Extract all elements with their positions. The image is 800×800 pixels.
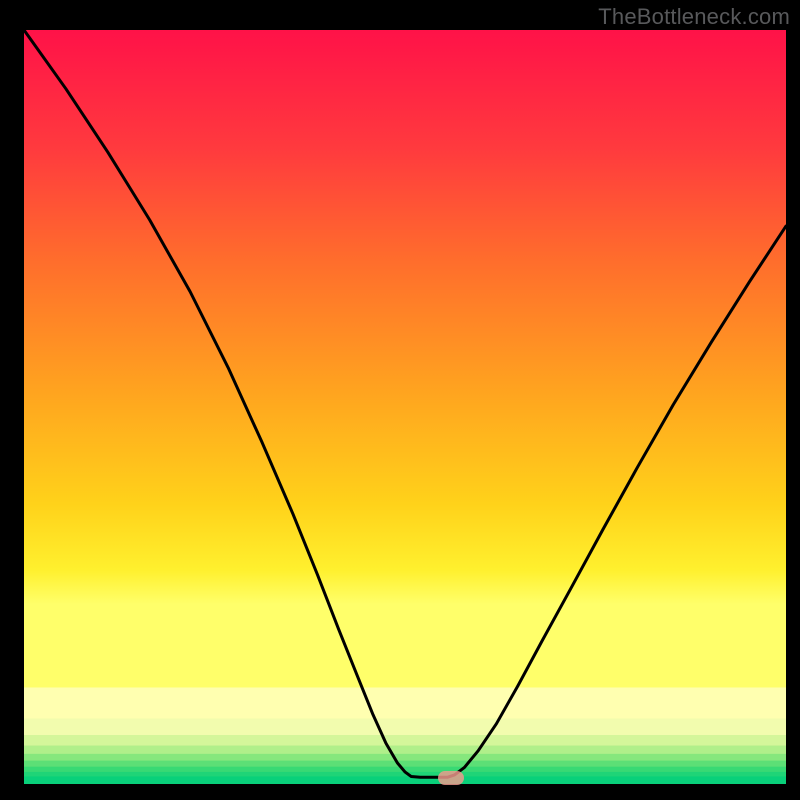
color-band: [24, 754, 786, 761]
color-band: [24, 761, 786, 768]
color-band: [24, 687, 786, 719]
color-band: [24, 746, 786, 755]
color-band: [24, 718, 786, 735]
gradient-background: [24, 30, 786, 688]
chart-frame: TheBottleneck.com: [0, 0, 800, 800]
bottleneck-chart: [24, 30, 786, 784]
watermark-text: TheBottleneck.com: [598, 4, 790, 30]
color-band: [24, 776, 786, 784]
color-band: [24, 735, 786, 746]
min-marker: [438, 771, 464, 785]
